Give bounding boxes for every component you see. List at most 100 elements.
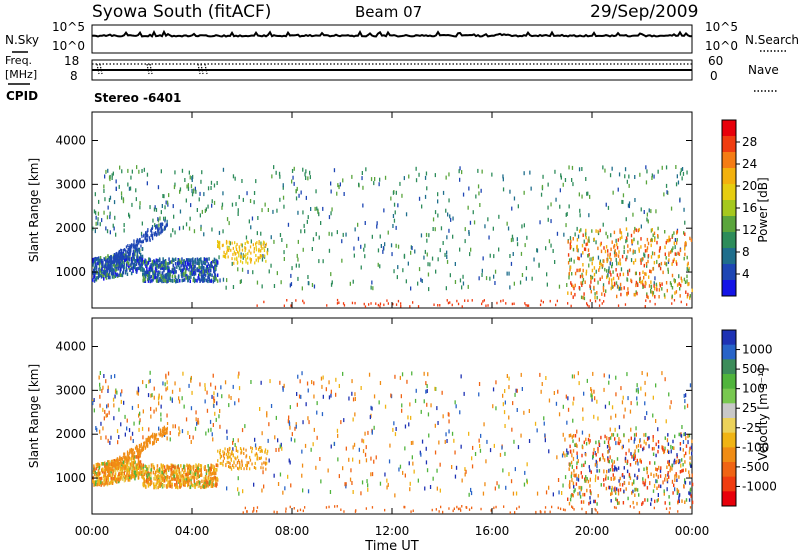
data-cell <box>254 461 256 465</box>
data-cell <box>197 466 199 471</box>
data-cell <box>551 505 553 509</box>
data-cell <box>565 223 567 228</box>
data-cell <box>183 470 185 475</box>
data-cell <box>679 198 681 203</box>
data-cell <box>140 268 142 272</box>
data-cell <box>677 180 680 185</box>
data-cell <box>112 462 115 466</box>
data-cell <box>644 478 647 483</box>
data-cell <box>634 293 636 297</box>
data-cell <box>559 507 562 511</box>
data-cell <box>309 175 311 180</box>
data-cell <box>177 467 179 471</box>
data-cell <box>111 275 114 279</box>
data-cell <box>149 435 152 439</box>
data-cell <box>571 272 573 276</box>
data-cell <box>594 295 596 300</box>
data-cell <box>669 468 671 473</box>
data-cell <box>569 480 571 484</box>
data-cell <box>401 403 403 408</box>
data-cell <box>665 165 668 170</box>
data-cell <box>671 467 673 471</box>
data-cell <box>285 507 287 510</box>
data-cell <box>502 393 504 398</box>
data-cell <box>515 491 518 496</box>
data-cell <box>275 448 277 452</box>
data-cell <box>454 262 456 266</box>
data-cell <box>454 474 457 479</box>
data-cell <box>548 239 551 244</box>
data-cell <box>371 280 373 285</box>
data-cell <box>130 271 133 276</box>
data-cell <box>588 239 590 243</box>
data-cell <box>186 258 189 262</box>
data-cell <box>127 458 129 462</box>
data-cell <box>405 212 408 217</box>
data-cell <box>219 246 221 250</box>
data-cell <box>139 252 142 257</box>
data-cell <box>210 268 212 273</box>
data-cell <box>656 499 658 503</box>
data-cell <box>93 468 95 472</box>
data-cell <box>206 480 209 485</box>
data-cell <box>436 468 438 473</box>
data-cell <box>667 259 670 264</box>
data-cell <box>119 467 121 472</box>
data-cell <box>329 490 332 494</box>
data-cell <box>644 244 646 248</box>
data-cell <box>588 305 590 308</box>
data-cell <box>482 256 484 261</box>
data-cell <box>137 452 139 456</box>
data-cell <box>583 239 585 244</box>
data-cell <box>354 301 356 305</box>
data-cell <box>160 473 162 477</box>
data-cell <box>233 460 235 464</box>
data-cell <box>170 233 172 238</box>
data-cell <box>691 482 694 487</box>
data-cell <box>456 299 458 303</box>
data-cell <box>144 262 146 266</box>
data-cell <box>145 465 148 469</box>
data-cell <box>421 204 423 209</box>
data-cell <box>592 257 594 262</box>
data-cell <box>601 453 604 457</box>
data-cell <box>641 279 644 284</box>
data-cell <box>357 222 359 227</box>
data-cell <box>241 261 244 265</box>
data-cell <box>594 292 596 296</box>
data-cell <box>218 244 220 248</box>
data-cell <box>105 261 107 265</box>
data-cell <box>141 240 143 244</box>
data-cell <box>576 455 578 460</box>
data-cell <box>384 508 386 512</box>
data-cell <box>611 282 613 286</box>
data-cell <box>394 210 396 215</box>
data-cell <box>423 399 425 404</box>
data-cell <box>606 445 609 449</box>
data-cell <box>640 280 642 285</box>
data-cell <box>92 271 95 276</box>
data-cell <box>611 278 613 282</box>
data-cell <box>313 381 315 386</box>
data-cell <box>110 435 112 440</box>
data-cell <box>595 453 597 457</box>
data-cell <box>671 302 673 305</box>
data-cell <box>403 505 405 509</box>
noise-rtick-bottom: 10^0 <box>705 39 738 53</box>
data-cell <box>628 174 630 179</box>
data-cell <box>567 261 570 265</box>
data-cell <box>295 422 297 427</box>
data-cell <box>307 281 309 286</box>
data-cell <box>306 219 308 224</box>
data-cell <box>675 290 678 294</box>
data-cell <box>514 511 516 514</box>
data-cell <box>99 371 101 375</box>
data-cell <box>650 502 652 506</box>
data-cell <box>556 299 558 303</box>
data-cell <box>127 478 130 482</box>
data-cell <box>670 400 672 405</box>
data-cell <box>139 261 141 265</box>
data-cell <box>302 299 304 303</box>
data-cell <box>146 172 149 177</box>
data-cell <box>136 390 138 395</box>
